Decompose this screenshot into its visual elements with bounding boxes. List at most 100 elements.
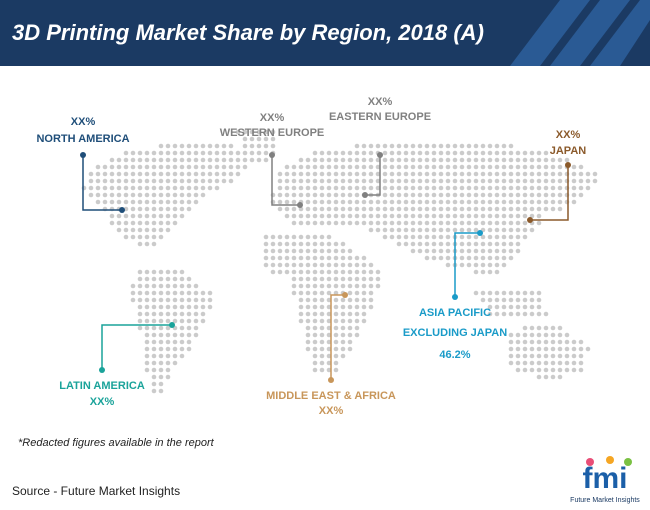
map-dot bbox=[389, 143, 395, 149]
map-dot bbox=[354, 213, 360, 219]
map-dot bbox=[368, 276, 374, 282]
map-dot bbox=[109, 171, 115, 177]
map-dot bbox=[186, 339, 192, 345]
map-dot bbox=[396, 178, 402, 184]
map-dot bbox=[522, 157, 528, 163]
map-dot bbox=[319, 157, 325, 163]
map-dot bbox=[172, 318, 178, 324]
map-dot bbox=[536, 199, 542, 205]
map-dot bbox=[382, 185, 388, 191]
map-dot bbox=[277, 199, 283, 205]
map-dot bbox=[361, 185, 367, 191]
map-dot bbox=[284, 199, 290, 205]
map-dot bbox=[515, 157, 521, 163]
map-dot bbox=[165, 374, 171, 380]
map-dot bbox=[438, 178, 444, 184]
leader-line bbox=[82, 155, 122, 211]
region-label: LATIN AMERICA bbox=[59, 380, 145, 392]
map-dot bbox=[578, 171, 584, 177]
map-dot bbox=[123, 157, 129, 163]
map-dot bbox=[382, 192, 388, 198]
map-dot bbox=[445, 262, 451, 268]
map-dot bbox=[410, 164, 416, 170]
map-dot bbox=[151, 241, 157, 247]
map-dot bbox=[165, 367, 171, 373]
map-dot bbox=[494, 297, 500, 303]
map-dot bbox=[319, 185, 325, 191]
map-dot bbox=[186, 150, 192, 156]
map-dot bbox=[354, 220, 360, 226]
map-dot bbox=[571, 164, 577, 170]
map-dot bbox=[144, 283, 150, 289]
map-dot bbox=[158, 304, 164, 310]
map-dot bbox=[228, 157, 234, 163]
map-dot bbox=[102, 164, 108, 170]
map-dot bbox=[144, 150, 150, 156]
map-dot bbox=[375, 276, 381, 282]
map-dot bbox=[172, 150, 178, 156]
map-dot bbox=[284, 171, 290, 177]
map-dot bbox=[193, 199, 199, 205]
map-dot bbox=[333, 297, 339, 303]
map-dot bbox=[403, 234, 409, 240]
map-dot bbox=[158, 353, 164, 359]
map-dot bbox=[186, 178, 192, 184]
map-dot bbox=[137, 318, 143, 324]
map-dot bbox=[445, 164, 451, 170]
map-dot bbox=[375, 220, 381, 226]
map-dot bbox=[158, 164, 164, 170]
map-dot bbox=[298, 213, 304, 219]
map-dot bbox=[368, 269, 374, 275]
map-dot bbox=[95, 171, 101, 177]
map-dot bbox=[95, 164, 101, 170]
map-dot bbox=[445, 255, 451, 261]
map-dot bbox=[144, 185, 150, 191]
map-dot bbox=[340, 262, 346, 268]
map-dot bbox=[151, 185, 157, 191]
map-dot bbox=[298, 185, 304, 191]
map-dot bbox=[494, 241, 500, 247]
map-dot bbox=[501, 192, 507, 198]
map-dot bbox=[515, 360, 521, 366]
map-dot bbox=[529, 206, 535, 212]
map-dot bbox=[557, 367, 563, 373]
map-dot bbox=[536, 353, 542, 359]
map-dot bbox=[144, 332, 150, 338]
map-dot bbox=[487, 199, 493, 205]
map-dot bbox=[242, 129, 248, 135]
map-dot bbox=[214, 157, 220, 163]
map-dot bbox=[312, 269, 318, 275]
map-dot bbox=[298, 192, 304, 198]
map-dot bbox=[508, 185, 514, 191]
map-dot bbox=[256, 150, 262, 156]
map-dot bbox=[459, 206, 465, 212]
leader-dot bbox=[452, 294, 458, 300]
map-dot bbox=[361, 178, 367, 184]
map-dot bbox=[529, 157, 535, 163]
map-dot bbox=[347, 297, 353, 303]
map-dot bbox=[417, 199, 423, 205]
map-dot bbox=[172, 206, 178, 212]
map-dot bbox=[396, 241, 402, 247]
map-dot bbox=[368, 283, 374, 289]
map-dot bbox=[123, 199, 129, 205]
map-dot bbox=[151, 192, 157, 198]
map-dot bbox=[270, 143, 276, 149]
map-dot bbox=[564, 332, 570, 338]
map-dot bbox=[340, 178, 346, 184]
map-dot bbox=[347, 339, 353, 345]
map-dot bbox=[249, 136, 255, 142]
map-dot bbox=[424, 248, 430, 254]
map-dot bbox=[305, 241, 311, 247]
map-dot bbox=[410, 185, 416, 191]
map-dot bbox=[459, 199, 465, 205]
map-dot bbox=[529, 297, 535, 303]
map-dot bbox=[487, 171, 493, 177]
map-dot bbox=[158, 234, 164, 240]
map-dot bbox=[172, 353, 178, 359]
map-dot bbox=[361, 164, 367, 170]
map-dot bbox=[340, 304, 346, 310]
map-dot bbox=[571, 199, 577, 205]
map-dot bbox=[326, 206, 332, 212]
map-dot bbox=[151, 227, 157, 233]
